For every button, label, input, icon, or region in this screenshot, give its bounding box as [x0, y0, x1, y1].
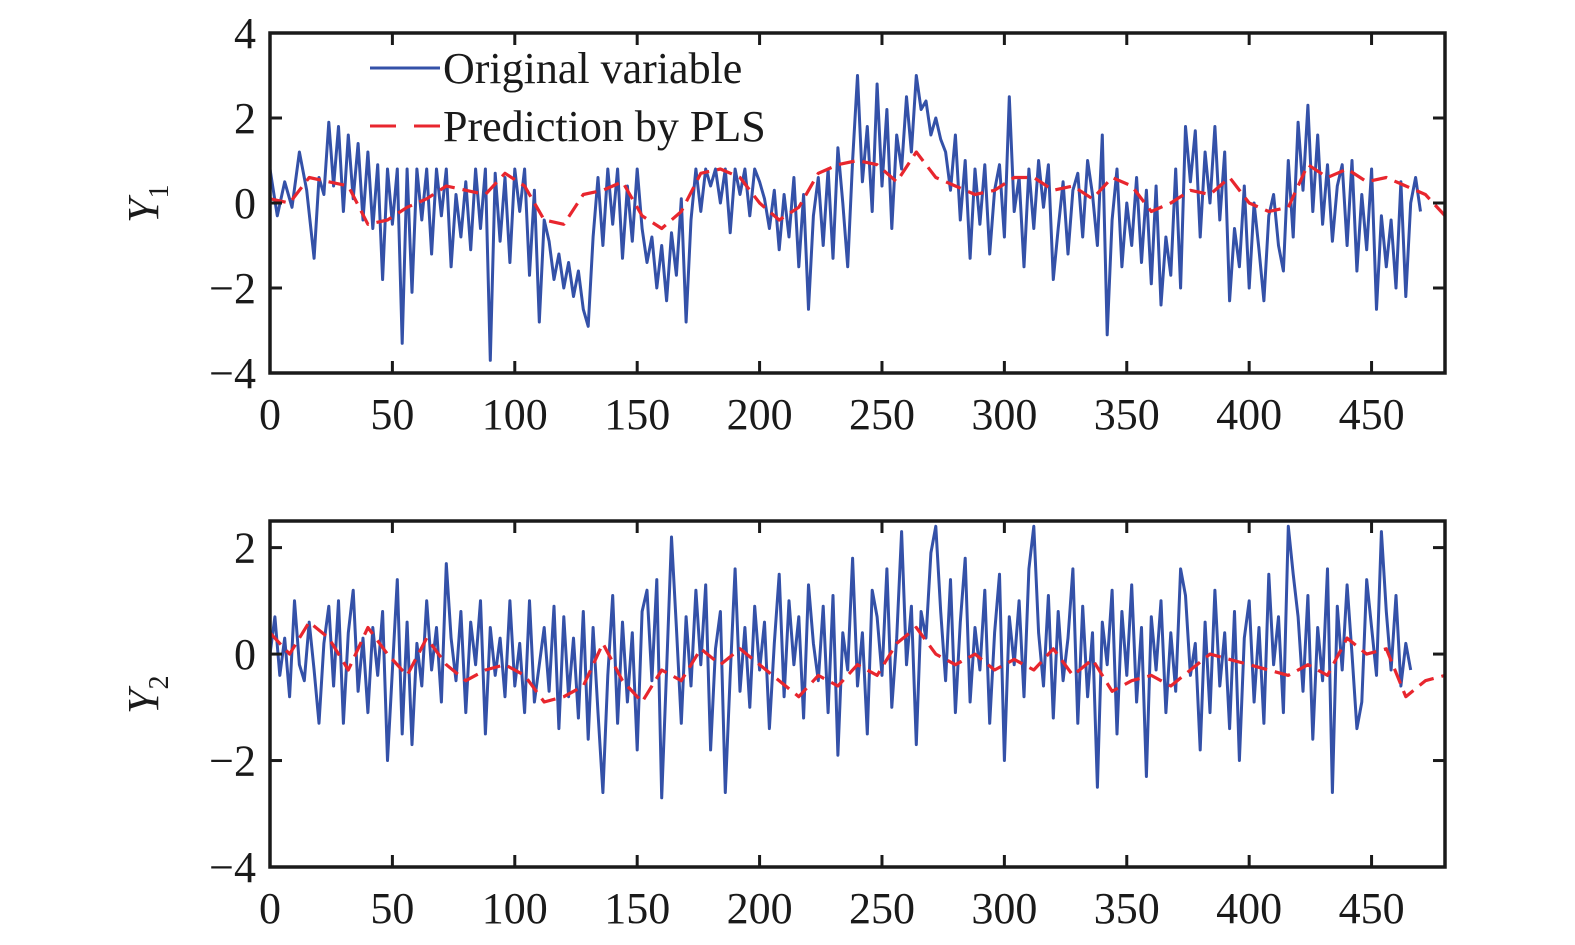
y-tick-label: −2 [209, 737, 256, 786]
series-line-prediction [270, 150, 1445, 231]
x-tick-label: 50 [370, 884, 414, 933]
x-tick-label: 450 [1339, 390, 1405, 439]
axes-frame [268, 519, 1447, 869]
plot-area [270, 74, 1445, 362]
y-axis-label: Y2 [119, 676, 175, 714]
y-axis-label: Y1 [119, 185, 175, 223]
y-axis-label-subscript: 1 [144, 185, 175, 199]
x-tick-label: 250 [849, 390, 915, 439]
x-tick-label: 150 [604, 884, 670, 933]
x-tick-label: 100 [482, 884, 548, 933]
x-tick-label: 400 [1216, 390, 1282, 439]
x-tick-label: 0 [259, 884, 281, 933]
x-tick-label: 350 [1094, 390, 1160, 439]
legend: Original variable Prediction by PLS [370, 44, 766, 151]
x-tick-label: 300 [971, 390, 1037, 439]
series-line-prediction [270, 620, 1445, 704]
x-tick-label: 100 [482, 390, 548, 439]
x-tick-label: 300 [971, 884, 1037, 933]
x-tick-label: 50 [370, 390, 414, 439]
x-tick-label: 450 [1339, 884, 1405, 933]
y-tick-label: 0 [234, 630, 256, 679]
y-tick-label: −4 [209, 349, 256, 398]
y-tick-label: 2 [234, 94, 256, 143]
series-line-original [270, 524, 1413, 800]
x-tick-label: 250 [849, 884, 915, 933]
x-tick-label: 150 [604, 390, 670, 439]
x-tick-label: 200 [727, 884, 793, 933]
legend-label: Prediction by PLS [443, 102, 766, 151]
x-tick-label: 200 [727, 390, 793, 439]
y-axis-label-subscript: 2 [144, 676, 175, 690]
y-tick-label: 0 [234, 179, 256, 228]
legend-label: Original variable [443, 44, 742, 93]
y-tick-label: −2 [209, 264, 256, 313]
y-tick-label: 2 [234, 524, 256, 573]
plot-area [270, 524, 1445, 800]
panel-y1: 0 50 100 150 200 250 300 350 400 450 −4 −2 0 2 4 Y1 Orig… [119, 9, 1447, 439]
x-tick-label: 350 [1094, 884, 1160, 933]
x-tick-label: 0 [259, 390, 281, 439]
x-tick-label: 400 [1216, 884, 1282, 933]
y-tick-label: 4 [234, 9, 256, 58]
y-tick-label: −4 [209, 843, 256, 892]
